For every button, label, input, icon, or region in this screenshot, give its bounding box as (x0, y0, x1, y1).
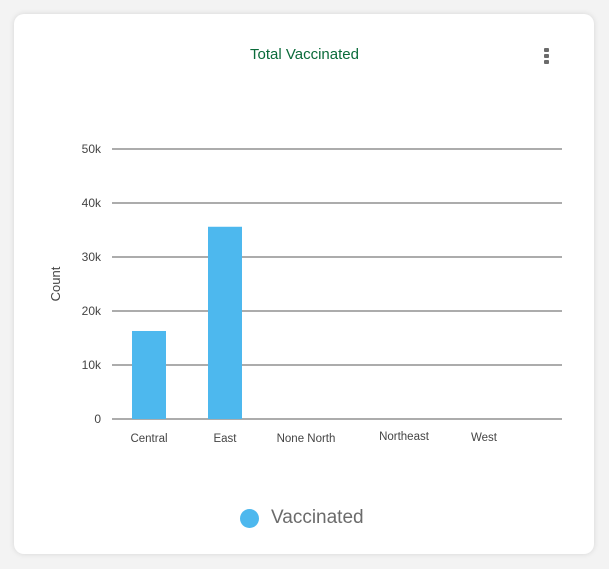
y-tick-label: 30k (82, 250, 102, 264)
x-tick-label: East (213, 433, 237, 445)
y-tick-label: 10k (82, 358, 102, 372)
y-tick-label: 20k (82, 304, 102, 318)
legend-label: Vaccinated (271, 507, 364, 528)
y-axis-label: Count (48, 266, 63, 301)
y-tick-label: 0 (94, 412, 101, 426)
legend[interactable]: Vaccinated (240, 505, 364, 531)
more-vertical-icon[interactable] (540, 46, 554, 66)
bar (132, 330, 166, 419)
legend-marker (240, 508, 259, 528)
chart-card (14, 14, 594, 554)
bar-chart: 0 10k 20k 30k 40k 50k Count Central East None Nor… (48, 142, 562, 445)
x-tick-label: Central (130, 433, 167, 445)
x-tick-label: West (471, 432, 498, 444)
x-tick-label: None North (277, 433, 336, 445)
y-tick-label: 40k (82, 196, 102, 210)
bar (208, 226, 242, 419)
y-tick-label: 50k (82, 142, 102, 156)
x-tick-label: Northeast (379, 431, 430, 443)
chart-title: Total Vaccinated (250, 46, 359, 63)
